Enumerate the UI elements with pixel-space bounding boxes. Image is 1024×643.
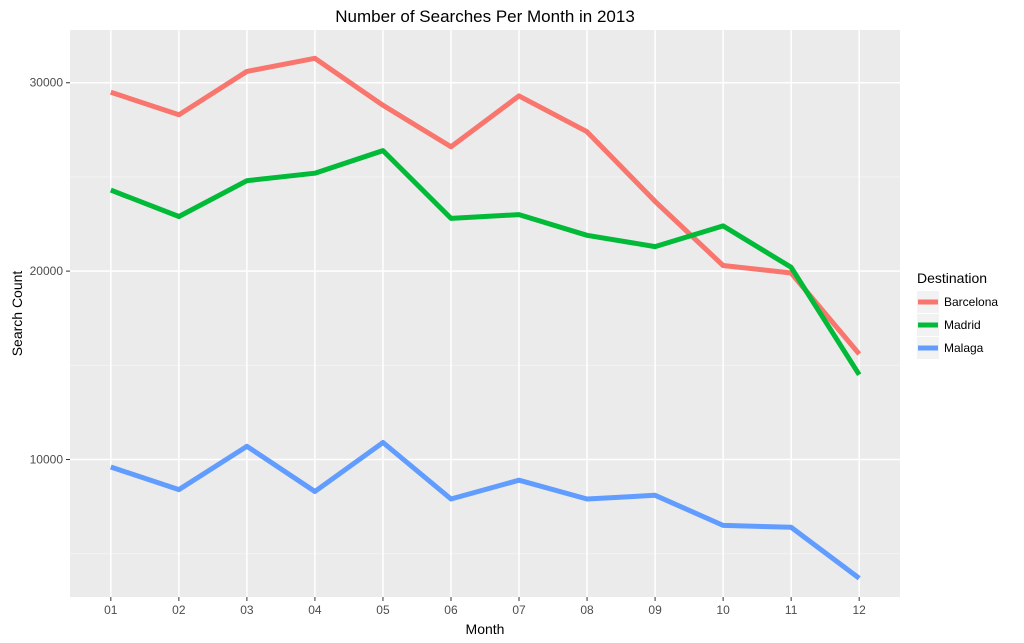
legend-label-barcelona: Barcelona	[944, 295, 998, 309]
x-axis-title: Month	[466, 621, 505, 637]
y-tick-label: 30000	[30, 76, 64, 90]
x-tick-label: 12	[853, 603, 867, 617]
series-line-malaga	[110, 440, 861, 581]
x-tick-label: 03	[240, 603, 254, 617]
legend: Destination Barcelona Madrid Malaga	[914, 266, 1014, 361]
series-lines	[109, 55, 862, 581]
y-tick-label: 10000	[30, 452, 64, 466]
x-tick-label: 10	[716, 603, 730, 617]
x-tick-label: 11	[785, 603, 798, 617]
y-tick-label: 20000	[30, 264, 64, 278]
plot-panel	[70, 30, 900, 597]
x-tick-label: 05	[376, 603, 390, 617]
x-tick-label: 01	[104, 603, 118, 617]
y-axis: 10000 20000 30000	[30, 76, 70, 466]
x-tick-label: 08	[580, 603, 594, 617]
x-tick-label: 07	[512, 603, 526, 617]
series-line-madrid	[109, 148, 862, 377]
legend-label-malaga: Malaga	[944, 341, 984, 355]
x-tick-label: 09	[648, 603, 662, 617]
x-tick-label: 06	[444, 603, 458, 617]
chart-title: Number of Searches Per Month in 2013	[335, 7, 635, 26]
minor-gridlines	[70, 176, 900, 555]
x-tick-label: 02	[172, 603, 186, 617]
x-axis: 01 02 03 04 05 06 07 08 09 10 11 12	[104, 597, 866, 617]
legend-label-madrid: Madrid	[944, 318, 981, 332]
major-gridlines	[70, 30, 900, 597]
legend-title: Destination	[917, 270, 987, 286]
series-line-barcelona	[110, 55, 862, 356]
y-axis-title: Search Count	[9, 271, 25, 357]
x-tick-label: 04	[308, 603, 322, 617]
